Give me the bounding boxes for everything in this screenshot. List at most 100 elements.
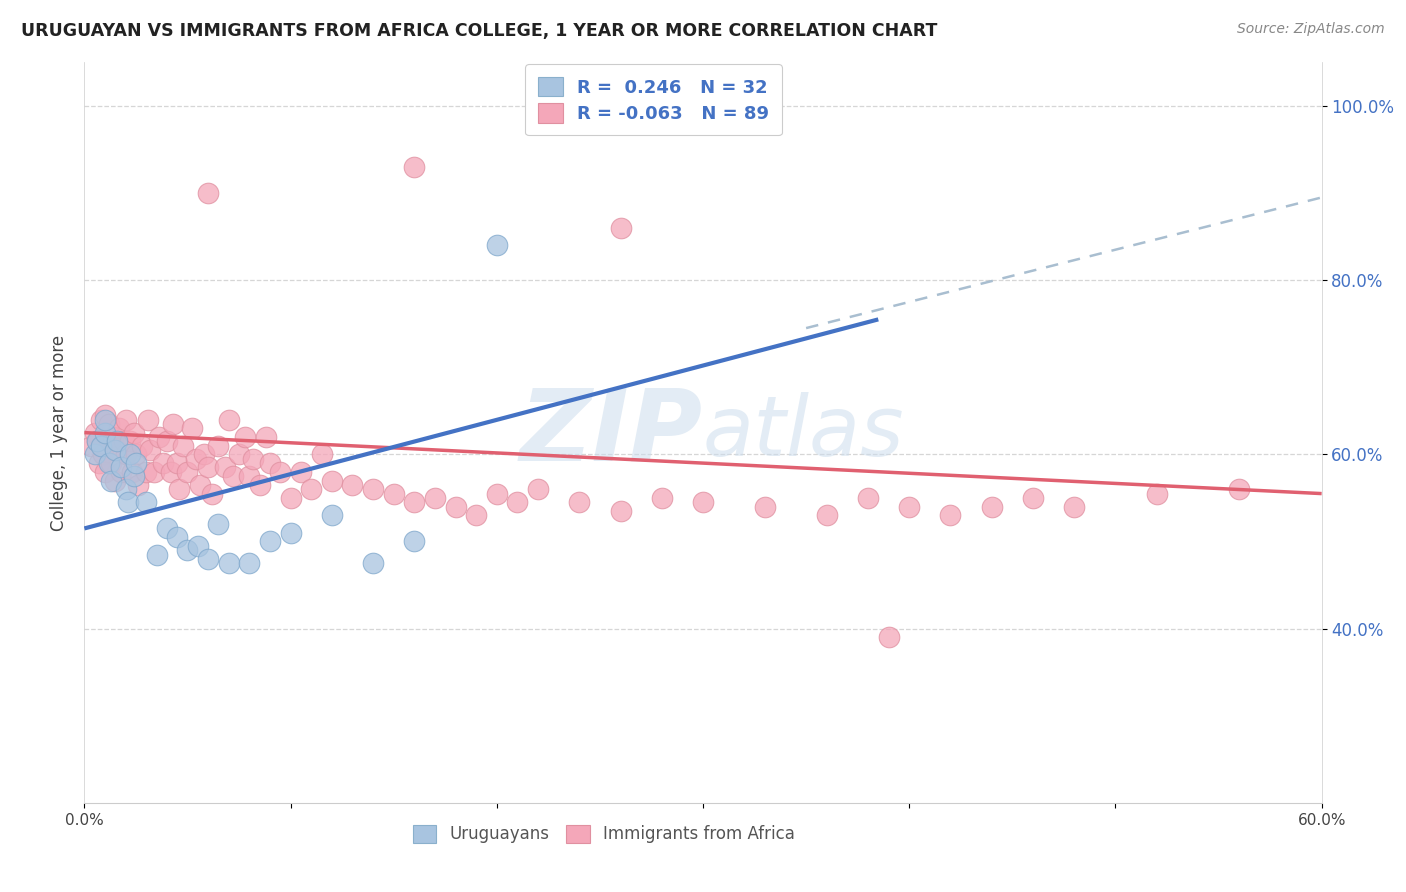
Point xyxy=(83,425,105,440)
Point xyxy=(249,478,271,492)
Point xyxy=(98,434,121,449)
Point xyxy=(103,430,125,444)
Point xyxy=(176,543,198,558)
Point xyxy=(122,425,145,440)
Point xyxy=(311,447,333,461)
Point xyxy=(118,447,141,461)
Point xyxy=(404,160,426,174)
Point xyxy=(214,460,236,475)
Point xyxy=(100,474,122,488)
Text: atlas: atlas xyxy=(703,392,904,473)
Point xyxy=(465,508,488,523)
Point xyxy=(118,434,141,449)
Point xyxy=(382,486,405,500)
Point xyxy=(156,521,179,535)
Point xyxy=(404,495,426,509)
Point xyxy=(1146,486,1168,500)
Point xyxy=(110,465,132,479)
Point xyxy=(105,443,128,458)
Point xyxy=(254,430,277,444)
Point xyxy=(242,451,264,466)
Point xyxy=(404,534,426,549)
Point xyxy=(90,439,112,453)
Point xyxy=(166,530,188,544)
Point xyxy=(1022,491,1045,505)
Point xyxy=(361,556,384,570)
Point xyxy=(444,500,467,514)
Point xyxy=(162,417,184,431)
Point xyxy=(856,491,879,505)
Point xyxy=(122,469,145,483)
Point xyxy=(207,439,229,453)
Point xyxy=(180,421,202,435)
Point xyxy=(259,534,281,549)
Point xyxy=(145,548,167,562)
Point xyxy=(280,525,302,540)
Point xyxy=(290,465,312,479)
Point xyxy=(152,456,174,470)
Point xyxy=(125,456,148,470)
Point xyxy=(238,556,260,570)
Point xyxy=(148,430,170,444)
Point xyxy=(218,556,240,570)
Point xyxy=(193,447,215,461)
Point xyxy=(87,456,110,470)
Point xyxy=(485,238,508,252)
Point xyxy=(222,469,245,483)
Point xyxy=(651,491,673,505)
Point xyxy=(815,508,838,523)
Point xyxy=(110,460,132,475)
Point xyxy=(184,451,207,466)
Point xyxy=(259,456,281,470)
Point xyxy=(117,495,139,509)
Point xyxy=(94,412,117,426)
Point xyxy=(94,425,117,440)
Point xyxy=(139,443,162,458)
Point xyxy=(361,482,384,496)
Point xyxy=(228,447,250,461)
Point xyxy=(104,474,127,488)
Point xyxy=(83,447,105,461)
Point xyxy=(131,439,153,453)
Point xyxy=(218,412,240,426)
Point xyxy=(692,495,714,509)
Point xyxy=(135,495,157,509)
Point xyxy=(160,465,183,479)
Point xyxy=(197,460,219,475)
Point xyxy=(280,491,302,505)
Point xyxy=(197,186,219,200)
Point xyxy=(94,465,117,479)
Point xyxy=(114,447,136,461)
Point xyxy=(98,417,121,431)
Point xyxy=(980,500,1002,514)
Point xyxy=(609,221,631,235)
Point xyxy=(112,434,135,449)
Point xyxy=(176,465,198,479)
Point xyxy=(1063,500,1085,514)
Point xyxy=(86,434,108,449)
Point xyxy=(939,508,962,523)
Point xyxy=(166,456,188,470)
Point xyxy=(1227,482,1250,496)
Text: URUGUAYAN VS IMMIGRANTS FROM AFRICA COLLEGE, 1 YEAR OR MORE CORRELATION CHART: URUGUAYAN VS IMMIGRANTS FROM AFRICA COLL… xyxy=(21,22,938,40)
Point xyxy=(506,495,529,509)
Point xyxy=(90,412,112,426)
Point xyxy=(342,478,364,492)
Point xyxy=(188,478,211,492)
Point xyxy=(299,482,322,496)
Point xyxy=(898,500,921,514)
Point xyxy=(79,439,101,453)
Point xyxy=(125,447,148,461)
Point xyxy=(105,434,128,449)
Point xyxy=(108,421,131,435)
Text: Source: ZipAtlas.com: Source: ZipAtlas.com xyxy=(1237,22,1385,37)
Point xyxy=(207,517,229,532)
Point xyxy=(136,412,159,426)
Point xyxy=(167,482,190,496)
Point xyxy=(321,474,343,488)
Y-axis label: College, 1 year or more: College, 1 year or more xyxy=(49,334,67,531)
Point xyxy=(156,434,179,449)
Point xyxy=(197,552,219,566)
Point xyxy=(423,491,446,505)
Point xyxy=(321,508,343,523)
